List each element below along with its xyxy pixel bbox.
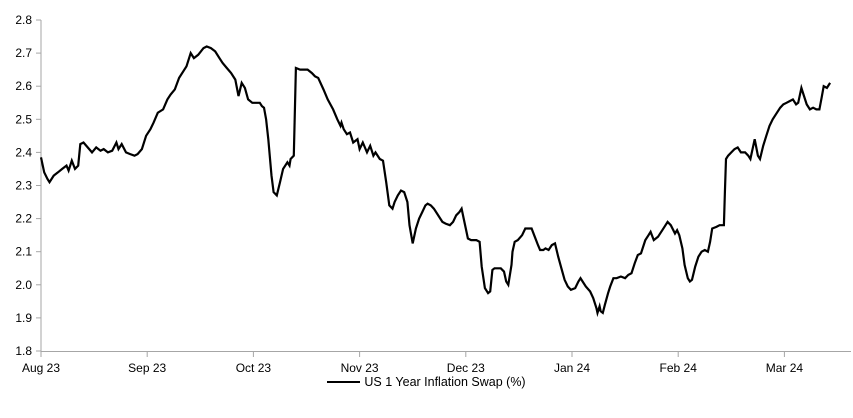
x-tick-label: Aug 23: [22, 361, 60, 375]
y-tick-label: 2.3: [15, 179, 32, 193]
y-tick-label: 2.4: [15, 145, 32, 159]
y-tick-label: 2.0: [15, 278, 32, 292]
x-tick-label: Feb 24: [660, 361, 698, 375]
y-tick-label: 2.2: [15, 212, 32, 226]
x-tick-label: Mar 24: [766, 361, 804, 375]
y-tick-label: 1.9: [15, 311, 32, 325]
y-tick-label: 2.6: [15, 79, 32, 93]
y-tick-label: 2.7: [15, 46, 32, 60]
x-tick-label: Sep 23: [128, 361, 166, 375]
x-tick-label: Jan 24: [554, 361, 590, 375]
x-tick-label: Dec 23: [447, 361, 485, 375]
x-tick-label: Nov 23: [341, 361, 379, 375]
y-tick-label: 2.8: [15, 13, 32, 27]
y-tick-label: 1.8: [15, 344, 32, 358]
y-tick-label: 2.5: [15, 112, 32, 126]
x-tick-label: Oct 23: [236, 361, 272, 375]
series-line: [39, 45, 832, 318]
y-tick-label: 2.1: [15, 245, 32, 259]
